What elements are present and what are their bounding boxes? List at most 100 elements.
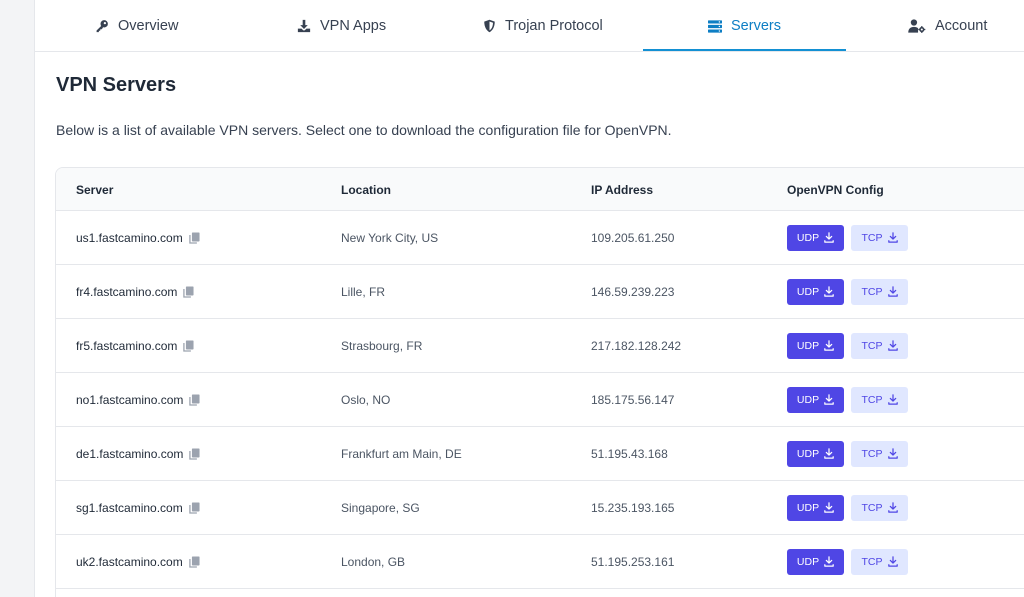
location-cell: Frankfurt am Main, DE [341, 446, 462, 461]
udp-download-button[interactable]: UDP [787, 224, 844, 251]
tcp-label: TCP [861, 393, 883, 406]
copy-icon[interactable] [189, 448, 200, 460]
udp-download-button[interactable]: UDP [787, 278, 844, 305]
copy-icon[interactable] [183, 340, 194, 352]
location-cell: Lille, FR [341, 284, 386, 299]
download-icon [824, 502, 834, 513]
ip-address-cell: 217.182.128.242 [591, 338, 682, 353]
location-cell: Oslo, NO [341, 392, 391, 407]
download-icon [887, 232, 898, 243]
tcp-label: TCP [861, 447, 883, 460]
download-icon [824, 394, 834, 405]
servers-table: Server Location IP Address OpenVPN Confi… [55, 167, 1024, 597]
table-row: us1.fastcamino.com New York City, US 109.2… [56, 211, 1024, 265]
tcp-label: TCP [861, 231, 883, 244]
udp-label: UDP [796, 231, 820, 244]
download-icon [887, 340, 898, 351]
server-cell: fr5.fastcamino.com [76, 319, 194, 372]
location-cell: Strasbourg, FR [341, 338, 423, 353]
ip-address-cell: 15.235.193.165 [591, 500, 675, 515]
download-icon [824, 448, 834, 459]
server-hostname: uk2.fastcamino.com [76, 554, 183, 569]
tab-account[interactable]: Account [908, 0, 987, 52]
tab-trojan-protocol[interactable]: Trojan Protocol [483, 0, 603, 52]
config-cell: UDP TCP [787, 481, 908, 534]
server-hostname: no1.fastcamino.com [76, 392, 184, 407]
udp-download-button[interactable]: UDP [787, 548, 844, 575]
table-row: fr5.fastcamino.com Strasbourg, FR 217.182.… [56, 319, 1024, 373]
config-cell: UDP TCP [787, 319, 908, 372]
tab-label: Servers [731, 18, 781, 34]
tab-label: Account [935, 18, 988, 34]
udp-download-button[interactable]: UDP [787, 332, 844, 359]
copy-icon[interactable] [188, 556, 200, 568]
tcp-download-button[interactable]: TCP [851, 386, 908, 413]
config-cell: UDP TCP [787, 211, 908, 264]
copy-icon[interactable] [183, 286, 194, 298]
tab-overview[interactable]: Overview [95, 0, 178, 52]
table-row: de1.fastcamino.com Frankfurt am Main, DE 5… [56, 427, 1024, 481]
download-icon [887, 448, 898, 459]
tcp-download-button[interactable]: TCP [851, 224, 908, 251]
download-icon [824, 340, 834, 351]
download-icon [297, 19, 311, 33]
udp-download-button[interactable]: UDP [787, 494, 844, 521]
header-location: Location [341, 183, 391, 197]
udp-label: UDP [796, 339, 820, 352]
tab-servers[interactable]: Servers [708, 0, 781, 52]
tab-bar: Overview VPN Apps Trojan Protocol Server… [35, 0, 1024, 52]
tcp-download-button[interactable]: TCP [851, 548, 908, 575]
download-icon [824, 556, 834, 567]
tcp-label: TCP [861, 285, 883, 298]
tcp-download-button[interactable]: TCP [851, 332, 908, 359]
key-icon [95, 19, 109, 33]
config-cell: UDP TCP [787, 373, 908, 426]
tcp-label: TCP [861, 501, 883, 514]
tab-vpn-apps[interactable]: VPN Apps [297, 0, 386, 52]
server-cell: de1.fastcamino.com [76, 427, 200, 480]
table-row: fr4.fastcamino.com Lille, FR 146.59.239.22… [56, 265, 1024, 319]
main-card: Overview VPN Apps Trojan Protocol Server… [34, 0, 1024, 597]
tcp-download-button[interactable]: TCP [851, 440, 908, 467]
ip-address-cell: 109.205.61.250 [591, 230, 675, 245]
shield-icon [483, 19, 496, 33]
copy-icon[interactable] [189, 394, 200, 406]
tcp-label: TCP [861, 339, 883, 352]
location-cell: New York City, US [341, 230, 439, 245]
ip-address-cell: 51.195.43.168 [591, 446, 668, 461]
udp-label: UDP [796, 285, 820, 298]
udp-label: UDP [796, 501, 820, 514]
copy-icon[interactable] [188, 502, 200, 514]
udp-label: UDP [796, 393, 820, 406]
location-cell: London, GB [341, 554, 406, 569]
table-row: sg1.fastcamino.com Singapore, SG 15.235.19… [56, 481, 1024, 535]
page-title: VPN Servers [56, 74, 177, 96]
user-gear-icon [908, 19, 926, 33]
copy-icon[interactable] [188, 232, 200, 244]
config-cell: UDP TCP [787, 265, 908, 318]
server-hostname: sg1.fastcamino.com [76, 500, 183, 515]
server-cell: uk2.fastcamino.com [76, 535, 200, 588]
udp-download-button[interactable]: UDP [787, 440, 844, 467]
server-icon [708, 19, 722, 33]
download-icon [887, 502, 898, 513]
header-openvpn-config: OpenVPN Config [787, 183, 884, 197]
server-hostname: fr5.fastcamino.com [76, 338, 178, 353]
tab-label: VPN Apps [320, 18, 387, 34]
download-icon [887, 394, 898, 405]
location-cell: Singapore, SG [341, 500, 420, 515]
download-icon [887, 286, 898, 297]
download-icon [887, 556, 898, 567]
ip-address-cell: 146.59.239.223 [591, 284, 675, 299]
table-header: Server Location IP Address OpenVPN Confi… [56, 168, 1024, 211]
udp-download-button[interactable]: UDP [787, 386, 844, 413]
page-intro: Below is a list of available VPN servers… [56, 122, 672, 138]
table-row: no1.fastcamino.com Oslo, NO 185.175.56.147… [56, 373, 1024, 427]
active-tab-indicator [643, 49, 846, 51]
tcp-label: TCP [861, 555, 883, 568]
server-hostname: fr4.fastcamino.com [76, 284, 178, 299]
tcp-download-button[interactable]: TCP [851, 278, 908, 305]
tcp-download-button[interactable]: TCP [851, 494, 908, 521]
server-cell: fr4.fastcamino.com [76, 265, 194, 318]
download-icon [824, 232, 834, 243]
